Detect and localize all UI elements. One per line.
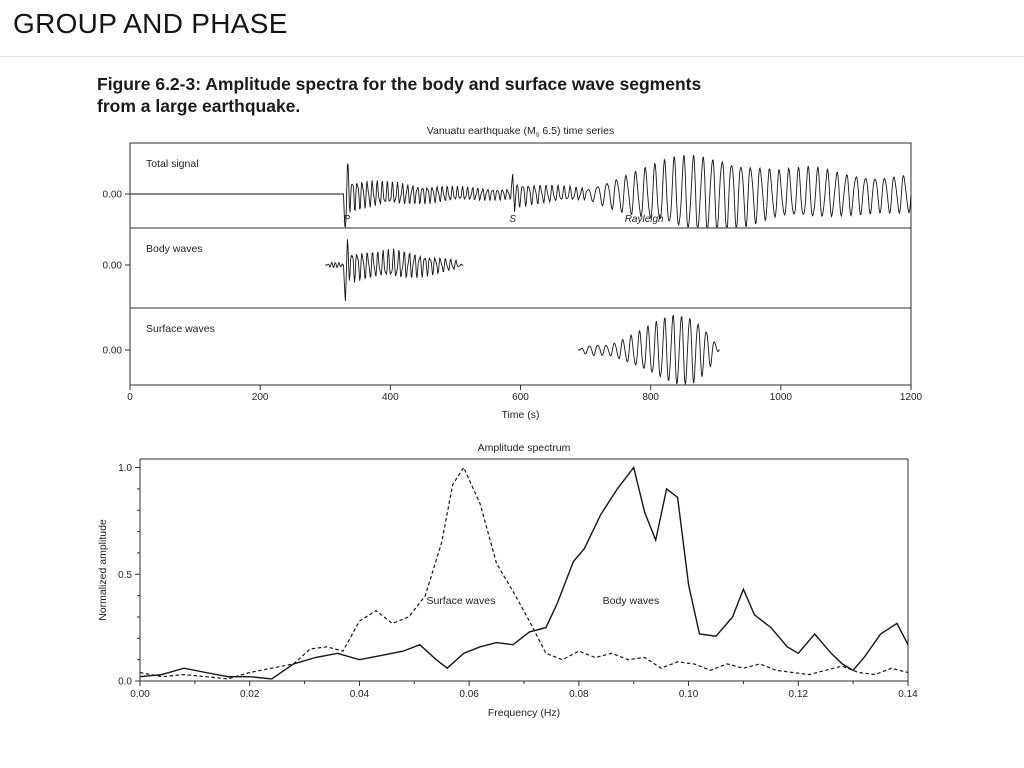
spectrum-title: Amplitude spectrum [478,442,571,454]
waveform-surface-waves [577,314,720,386]
x-tick-label: 0.14 [898,689,918,700]
timeseries-title: Vanuatu earthquake (Ms 6.5) time series [427,125,614,139]
series-label: Body waves [603,595,660,607]
y-tick-label: 0.5 [118,570,132,581]
x-tick-label: 0.08 [569,689,589,700]
y-tick-label: 1.0 [118,463,132,474]
phase-annotation: P [343,214,350,225]
x-tick-label: 0 [127,392,133,403]
figure-caption-line1: Figure 6.2-3: Amplitude spectra for the … [97,74,702,94]
figure-caption-line2: from a large earthquake. [97,95,301,116]
slide-title: GROUP AND PHASE [13,8,288,39]
spectrum-frame [139,458,909,682]
y-tick-label: 0.0 [118,677,132,688]
x-axis-title: Frequency (Hz) [488,707,560,719]
phase-annotation: S [509,214,516,225]
x-tick-label: 800 [642,392,659,403]
x-tick-label: 0.06 [459,689,479,700]
x-tick-label: 0.12 [789,689,809,700]
spectrum-chart: Amplitude spectrum 0.0 0.5 1.0 0.00 0.02 0.04 0… [97,442,918,719]
series-body-waves [139,465,909,680]
panel-label: Total signal [146,158,199,170]
waveform-body-waves [325,239,464,302]
y-tick-label: 0.00 [103,190,123,201]
y-tick-label: 0.00 [103,346,123,357]
panel-label: Surface waves [146,323,215,335]
x-tick-label: 200 [252,392,269,403]
y-tick-label: 0.00 [103,261,123,272]
x-tick-label: 0.10 [679,689,699,700]
phase-annotation: Rayleigh [625,214,664,225]
title-divider [0,56,1024,57]
x-tick-label: 1000 [770,392,793,403]
series-label: Surface waves [426,595,495,607]
x-tick-label: 600 [512,392,529,403]
x-tick-label: 0.02 [240,689,260,700]
timeseries-chart: Vanuatu earthquake (Ms 6.5) time series T… [103,125,923,421]
figure-caption: Figure 6.2-3: Amplitude spectra for the … [97,74,701,117]
panel-label: Body waves [146,243,203,255]
x-tick-label: 0.00 [130,689,150,700]
timeseries-frame [129,142,912,386]
x-tick-label: 400 [382,392,399,403]
waveform-total-signal [130,154,912,229]
series-surface-waves [139,466,909,680]
y-axis-title: Normalized amplitude [97,519,109,621]
x-axis-title: Time (s) [501,409,539,421]
x-tick-label: 0.04 [350,689,370,700]
x-tick-label: 1200 [900,392,923,403]
